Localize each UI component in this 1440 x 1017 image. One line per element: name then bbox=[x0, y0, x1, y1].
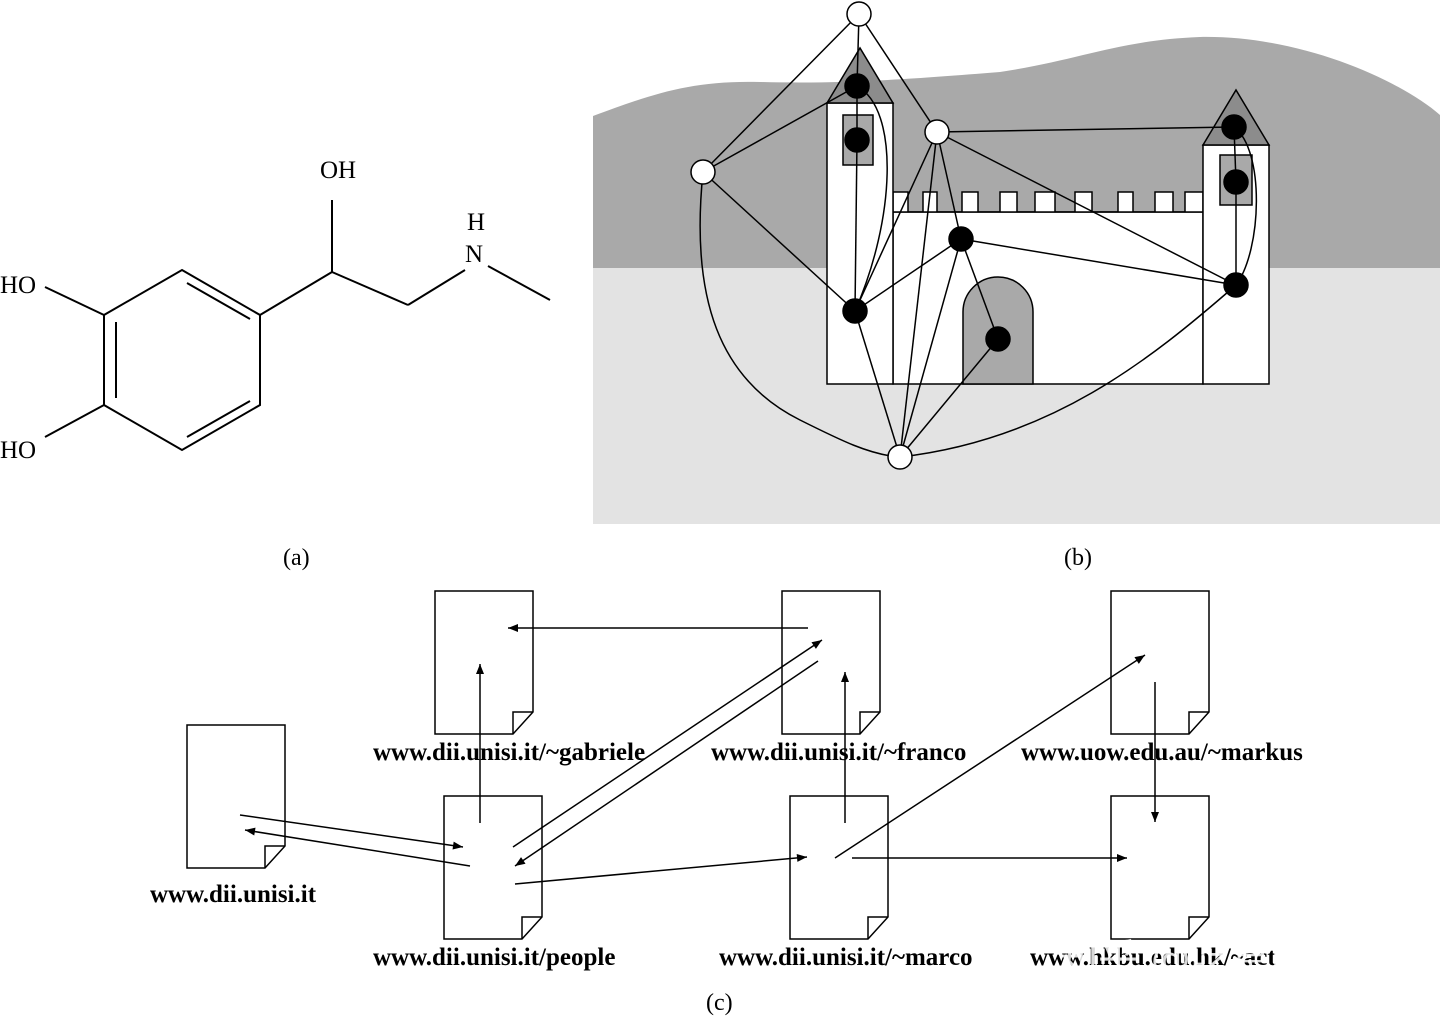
link-arrow bbox=[514, 660, 819, 867]
page-markus bbox=[1110, 590, 1210, 735]
page-root bbox=[186, 724, 286, 869]
node-black bbox=[1223, 272, 1249, 298]
node-black bbox=[985, 326, 1011, 352]
url-gabriele: www.dii.unisi.it/~gabriele bbox=[373, 739, 645, 766]
watermark: 知乎 @吃草的牛牛 bbox=[1058, 936, 1391, 982]
benzene-ring bbox=[103, 268, 261, 452]
node-white bbox=[690, 159, 716, 185]
ho-lower-label: HO bbox=[0, 437, 36, 464]
bond bbox=[407, 269, 466, 306]
caption-c: (c) bbox=[706, 990, 733, 1016]
h-label: H bbox=[467, 209, 485, 236]
link-arrow bbox=[239, 814, 464, 850]
node-black bbox=[844, 73, 870, 99]
graph-edges bbox=[699, 13, 1258, 458]
bond-methyl bbox=[487, 265, 551, 301]
node-black bbox=[1223, 169, 1249, 195]
hyperlink-arrows bbox=[239, 624, 1159, 885]
double-bond-inner bbox=[186, 400, 251, 438]
panel-a-molecule bbox=[44, 200, 551, 452]
page-gabriele bbox=[434, 590, 534, 735]
bond-ho-lower bbox=[44, 404, 105, 438]
node-black bbox=[948, 226, 974, 252]
link-arrow bbox=[514, 853, 808, 885]
node-white bbox=[887, 444, 913, 470]
url-act: www.hkbu.edu.hk/~act bbox=[1030, 944, 1276, 971]
bond-ho-upper bbox=[44, 286, 105, 316]
node-white bbox=[924, 119, 950, 145]
oh-label: OH bbox=[320, 157, 356, 184]
url-markus: www.uow.edu.au/~markus bbox=[1021, 739, 1303, 766]
link-arrow bbox=[834, 654, 1146, 859]
node-black bbox=[842, 298, 868, 324]
panel-c-pages bbox=[186, 590, 1210, 940]
page-marco bbox=[789, 795, 889, 940]
page-act bbox=[1110, 795, 1210, 940]
node-black bbox=[844, 127, 870, 153]
bond bbox=[331, 271, 409, 306]
url-marco: www.dii.unisi.it/~marco bbox=[719, 944, 973, 971]
node-white bbox=[846, 1, 872, 27]
url-root: www.dii.unisi.it bbox=[150, 881, 317, 908]
n-label: N bbox=[465, 241, 483, 268]
castle-wall bbox=[892, 211, 1204, 385]
url-franco: www.dii.unisi.it/~franco bbox=[711, 739, 966, 766]
double-bond-inner bbox=[186, 282, 251, 320]
caption-a: (a) bbox=[283, 545, 310, 571]
ho-upper-label: HO bbox=[0, 272, 36, 299]
graph-nodes bbox=[690, 1, 1249, 470]
panel-b-scene bbox=[593, 1, 1440, 524]
node-black bbox=[1221, 114, 1247, 140]
caption-b: (b) bbox=[1064, 545, 1092, 571]
link-arrow bbox=[244, 827, 471, 867]
page-people bbox=[443, 795, 543, 940]
link-arrow bbox=[512, 639, 823, 848]
url-people: www.dii.unisi.it/people bbox=[373, 944, 615, 971]
bond bbox=[259, 271, 333, 316]
page-franco bbox=[781, 590, 881, 735]
